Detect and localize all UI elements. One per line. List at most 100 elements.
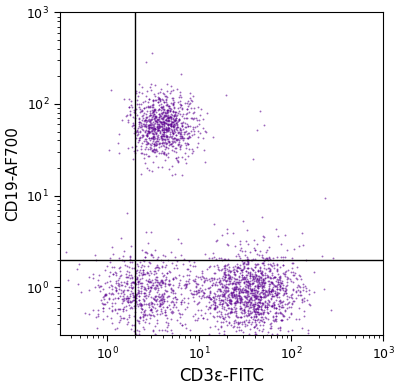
Point <box>120 293 126 299</box>
Point <box>148 135 154 141</box>
Point <box>153 130 160 136</box>
Point <box>291 246 297 253</box>
Point <box>124 210 130 216</box>
Point <box>275 301 281 307</box>
Point <box>229 273 236 280</box>
Point <box>125 299 131 305</box>
Point <box>234 298 240 305</box>
Point <box>196 117 202 123</box>
Point <box>126 312 132 318</box>
Point <box>144 312 150 318</box>
Point <box>168 126 174 133</box>
Point <box>145 128 152 134</box>
Point <box>155 123 162 129</box>
Point <box>178 93 184 100</box>
Point <box>160 304 166 310</box>
Point <box>259 289 265 296</box>
Point <box>244 278 251 284</box>
Point <box>251 303 258 309</box>
Point <box>158 297 165 303</box>
Point <box>152 106 158 112</box>
Point <box>176 117 182 123</box>
Point <box>293 274 299 281</box>
Point <box>266 301 273 308</box>
Point <box>221 265 228 271</box>
Point <box>169 138 175 144</box>
Point <box>143 142 149 148</box>
Point <box>186 280 192 286</box>
Point <box>188 104 195 111</box>
Point <box>153 131 160 137</box>
Point <box>206 303 212 310</box>
Point <box>168 112 175 118</box>
Point <box>258 270 264 276</box>
Point <box>279 311 285 317</box>
Point <box>258 317 264 323</box>
Point <box>248 287 254 293</box>
Point <box>255 309 261 315</box>
Point <box>211 295 217 301</box>
Point <box>161 113 167 120</box>
Point <box>237 306 244 312</box>
Point <box>295 282 301 288</box>
Point <box>246 298 252 304</box>
Point <box>296 283 302 289</box>
Point <box>222 278 229 284</box>
Point <box>117 313 124 319</box>
Point <box>306 301 312 307</box>
Point <box>145 300 151 307</box>
Point <box>161 150 167 156</box>
Point <box>251 287 258 293</box>
Point <box>280 262 286 268</box>
Point <box>102 267 109 273</box>
Point <box>237 287 244 293</box>
Point <box>150 148 156 154</box>
Point <box>256 276 262 283</box>
Point <box>159 148 166 154</box>
Point <box>230 284 237 291</box>
Point <box>255 268 261 274</box>
Point <box>274 331 280 337</box>
Point <box>178 135 184 142</box>
Point <box>244 261 251 267</box>
Point <box>170 135 177 141</box>
Point <box>150 102 156 108</box>
Point <box>150 125 157 131</box>
Point <box>131 328 137 334</box>
Point <box>149 104 156 110</box>
Point <box>109 283 116 289</box>
Point <box>254 292 260 299</box>
Point <box>135 128 142 135</box>
Point <box>112 269 118 275</box>
Point <box>246 308 253 314</box>
Point <box>149 309 155 315</box>
Point <box>259 307 265 314</box>
Point <box>233 276 240 282</box>
Point <box>134 128 140 134</box>
Point <box>179 297 186 303</box>
Point <box>186 276 192 282</box>
Point <box>140 317 146 323</box>
Point <box>253 278 260 284</box>
Point <box>196 289 202 295</box>
Point <box>177 143 184 149</box>
Point <box>254 302 260 308</box>
Point <box>240 260 246 266</box>
Point <box>260 325 267 332</box>
Point <box>148 285 154 291</box>
Point <box>242 300 249 306</box>
Point <box>269 303 276 309</box>
Point <box>266 255 272 261</box>
Point <box>187 287 193 293</box>
Point <box>238 276 245 282</box>
Point <box>150 112 156 118</box>
Point <box>240 261 246 267</box>
Point <box>162 133 169 139</box>
Point <box>223 92 229 99</box>
Point <box>239 321 245 327</box>
Point <box>96 283 102 290</box>
Point <box>90 274 96 281</box>
Point <box>212 291 218 297</box>
Point <box>249 286 256 292</box>
Point <box>158 122 164 129</box>
